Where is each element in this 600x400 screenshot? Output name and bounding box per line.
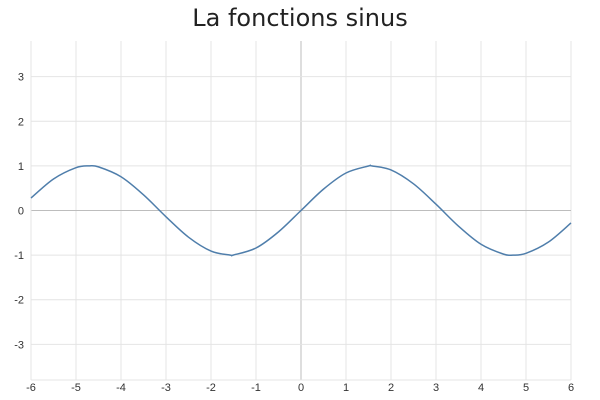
y-tick-label: 0 [18,206,24,218]
y-tick-label: -3 [14,339,24,351]
x-tick-label: -6 [26,382,36,394]
x-tick-label: -4 [116,382,126,394]
x-tick-label: -1 [251,382,261,394]
x-tick-label: -3 [161,382,171,394]
x-tick-label: 5 [523,382,529,394]
x-tick-label: -2 [206,382,216,394]
y-tick-label: 1 [18,161,24,173]
x-tick-label: -5 [71,382,81,394]
x-tick-label: 3 [433,382,439,394]
x-tick-label: 4 [478,382,484,394]
y-tick-label: 3 [18,72,24,84]
y-tick-label: -1 [14,250,24,262]
x-tick-label: 6 [568,382,574,394]
x-tick-label: 0 [298,382,304,394]
y-tick-label: 2 [18,116,24,128]
x-tick-label: 2 [388,382,394,394]
y-tick-label: -2 [14,295,24,307]
x-tick-label: 1 [343,382,349,394]
series-line-0 [30,164,572,257]
chart-title: La fonctions sinus [192,4,408,32]
